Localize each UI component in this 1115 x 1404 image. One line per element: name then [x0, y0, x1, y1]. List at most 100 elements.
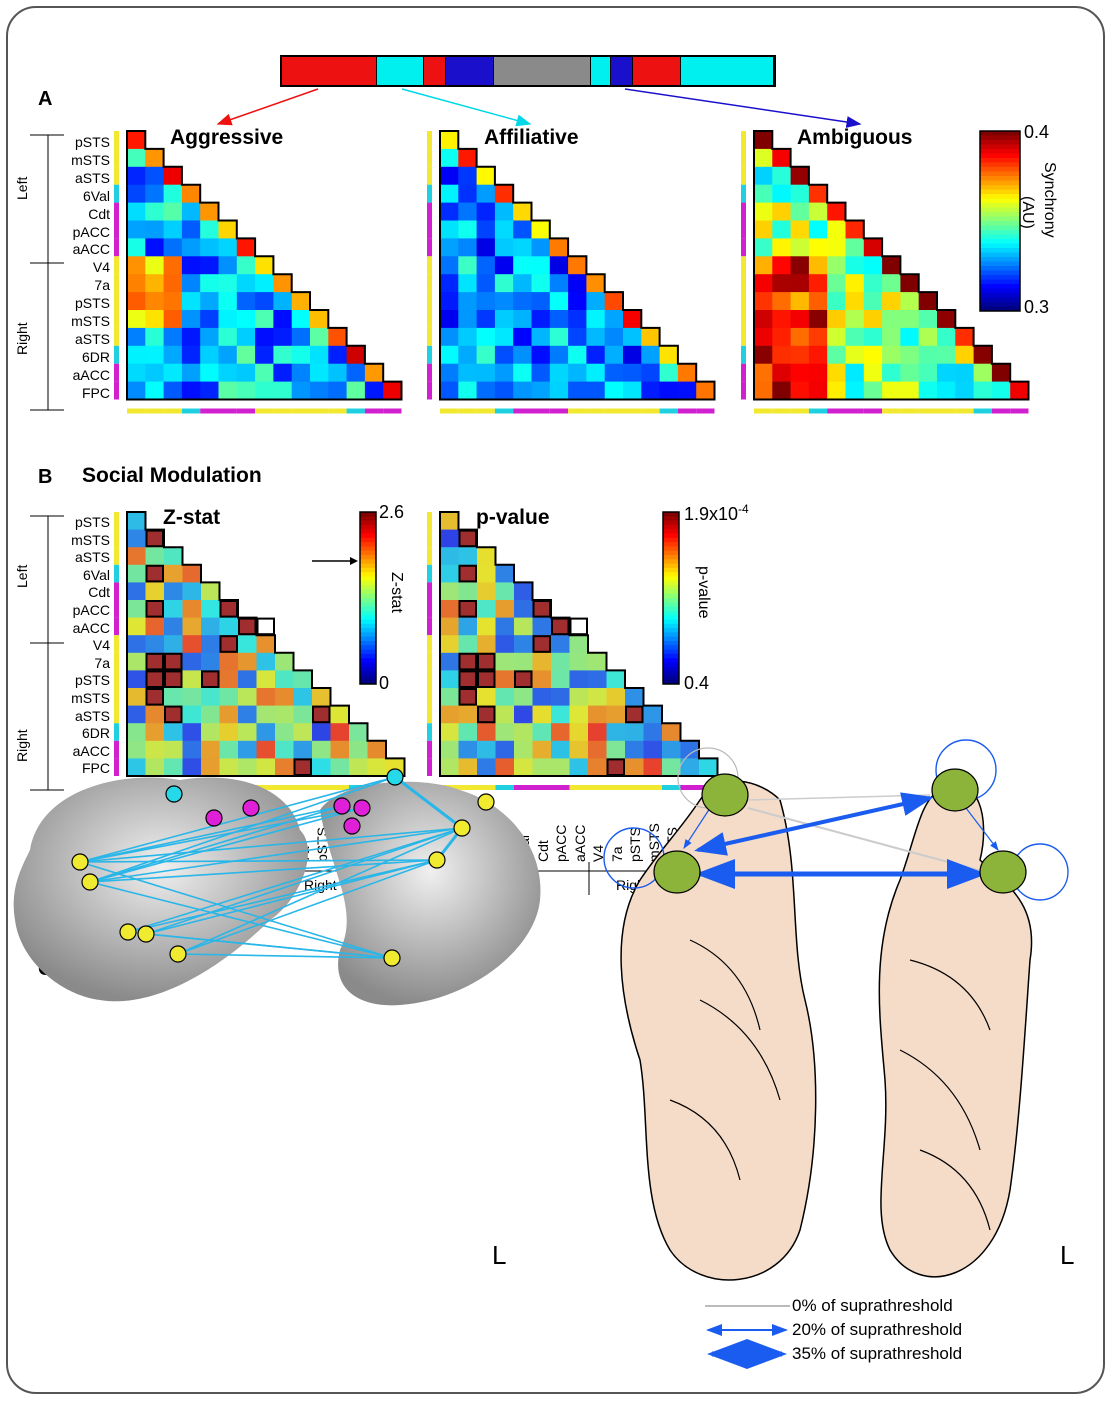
zstat-cell — [145, 617, 165, 636]
synchrony-1-cell — [531, 327, 551, 347]
colorbar-z-step — [360, 550, 376, 556]
condition-segment — [424, 57, 446, 85]
synchrony-1-cell — [549, 292, 569, 311]
colorbar-z-max: 2.6 — [379, 502, 405, 522]
pvalue-region-bar-left — [427, 670, 432, 688]
synchrony-0-region-bar-left — [114, 327, 119, 346]
synchrony-1-cell — [659, 345, 679, 365]
zstat-significant-cell — [145, 652, 164, 671]
synchrony-0-region-bar-bottom — [200, 408, 219, 414]
colorbar-p-step — [663, 576, 679, 582]
zstat-cell — [201, 635, 220, 654]
synchrony-0-cell — [200, 220, 219, 239]
synchrony-2-cell — [955, 345, 974, 365]
pvalue-cell — [514, 723, 533, 742]
synchrony-2-cell — [900, 363, 920, 382]
row-label: Cdt — [88, 584, 110, 601]
synchrony-2-region-bar-bottom — [955, 408, 974, 414]
colorbar-p-step — [663, 653, 679, 659]
synchrony-1-cell — [494, 184, 514, 203]
synchrony-2-cell — [754, 274, 773, 293]
matrix-title-pvalue: p-value — [476, 506, 550, 529]
zstat-significant-cell — [145, 564, 164, 583]
synchrony-2-cell — [754, 131, 773, 150]
synchrony-1-cell — [513, 363, 532, 382]
pvalue-cell — [662, 740, 681, 759]
colorbar-z-step — [360, 529, 376, 534]
pvalue-cell — [532, 617, 552, 636]
condition-sequence-bar — [280, 55, 776, 87]
colorbar-p-step — [663, 572, 679, 577]
synchrony-2-cell — [863, 327, 883, 347]
condition-segment — [494, 57, 591, 85]
panel-letter-b: B — [38, 466, 53, 488]
synchrony-2-cell — [808, 220, 828, 239]
pvalue-cell — [458, 688, 478, 706]
synchrony-2-cell — [772, 363, 791, 382]
pvalue-cell — [477, 564, 496, 583]
colorbar-a-step — [980, 144, 1020, 150]
zstat-region-bar-left — [114, 758, 119, 776]
zstat-region-bar-left — [114, 705, 119, 724]
pvalue-cell — [440, 705, 459, 724]
zstat-cell — [164, 652, 183, 671]
sulcus — [909, 959, 991, 1031]
zstat-cell — [256, 635, 276, 654]
zstat-cell — [238, 635, 257, 654]
zstat-cell — [127, 688, 146, 706]
synchrony-0-cell — [145, 148, 164, 168]
synchrony-1-cell — [440, 220, 459, 239]
threshold-arrowhead — [350, 557, 358, 565]
pvalue-region-bar-bottom — [495, 785, 514, 790]
legend-label-20: 20% of suprathreshold — [792, 1320, 963, 1339]
synchrony-1-cell — [458, 327, 477, 347]
synchrony-1-cell — [586, 381, 606, 400]
pvalue-region-bar-bottom — [458, 785, 477, 790]
synchrony-2-cell — [845, 274, 865, 293]
pvalue-cell — [495, 723, 515, 742]
synchrony-1-cell — [586, 345, 606, 365]
colorbar-z-step — [360, 533, 376, 539]
row-label: aACC — [72, 619, 110, 636]
colorbar-z-step — [360, 619, 376, 625]
synchrony-0-cell — [145, 292, 164, 311]
synchrony-0-region-bar-bottom — [255, 408, 274, 414]
colorbar-z-step — [360, 512, 376, 517]
condition-arrows — [216, 88, 862, 128]
pvalue-cell — [440, 670, 459, 689]
edge — [79, 805, 343, 863]
zstat-cell — [145, 564, 165, 583]
zstat-significant-cell — [256, 617, 275, 636]
synchrony-0-cell — [145, 202, 164, 221]
synchrony-0-cell — [255, 381, 274, 400]
edge — [145, 859, 438, 935]
synchrony-1-cell — [494, 202, 514, 221]
synchrony-0-cell — [236, 256, 256, 275]
colorbar-p-step — [663, 563, 679, 569]
zstat-cell — [219, 740, 239, 759]
zstat-region-bar-bottom — [330, 785, 349, 790]
zstat-cell — [275, 705, 294, 724]
colorbar-p-step — [663, 550, 679, 556]
synchrony-1-cell — [458, 184, 477, 203]
electrode-node — [343, 817, 361, 835]
pvalue-cell — [643, 758, 663, 777]
zstat-cell — [145, 758, 165, 777]
colorbar-p-frame — [662, 511, 680, 685]
colorbar-z-step — [360, 675, 376, 681]
colorbar-p-step — [663, 666, 679, 672]
synchrony-0-cell — [127, 238, 146, 257]
pvalue-cell — [532, 652, 552, 671]
edge — [127, 859, 438, 933]
synchrony-0-region-bar-left — [114, 166, 119, 185]
synchrony-0-cell — [163, 220, 183, 239]
synchrony-2-cell — [863, 274, 883, 293]
pvalue-cell — [440, 758, 459, 777]
colorbar-a-step — [980, 167, 1020, 172]
synchrony-0-cell — [291, 292, 311, 311]
synchrony-1-region-bar-bottom — [677, 408, 697, 414]
pvalue-cell — [440, 512, 459, 530]
synchrony-0-cell — [200, 363, 219, 382]
pvalue-cell — [458, 652, 478, 671]
synchrony-0-cell — [181, 238, 201, 257]
